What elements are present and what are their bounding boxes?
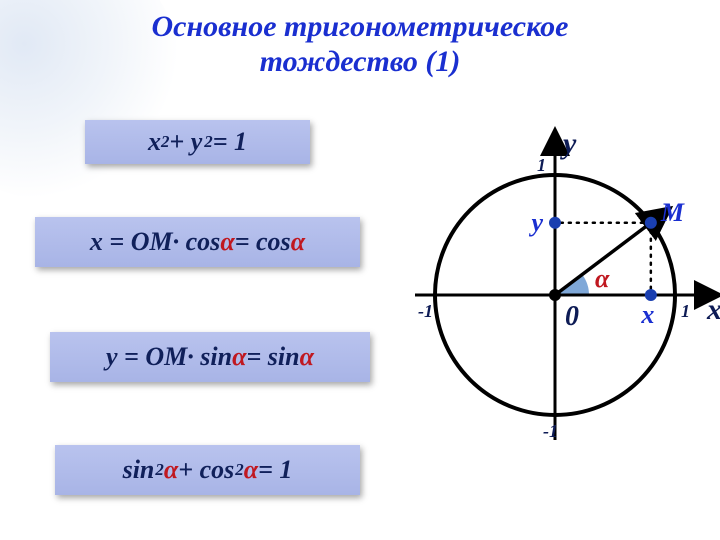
- label-alpha: α: [595, 264, 610, 293]
- formula-box-3: y = ОM· sin α = sin α: [50, 332, 370, 382]
- label-y-axis: y: [560, 127, 577, 160]
- title-line-1: Основное тригонометрическое: [0, 10, 720, 45]
- point-y-proj: [549, 217, 561, 229]
- formula-box-4: sin2α + cos2α = 1: [55, 445, 360, 495]
- formula-box-2: x = ОM· cos α = cos α: [35, 217, 360, 267]
- unit-circle-diagram: x y -1 -1 1 1 0 Mx y α: [400, 115, 720, 455]
- page-title: Основное тригонометрическое тождество (1…: [0, 10, 720, 79]
- label-pos1-top: 1: [537, 155, 546, 175]
- label-neg1-bottom: -1: [543, 421, 558, 441]
- origin-point: [549, 289, 561, 301]
- title-line-2: тождество (1): [0, 45, 720, 80]
- label-pos1-right: 1: [681, 301, 690, 321]
- label-neg1-left: -1: [418, 301, 433, 321]
- point-m: [645, 217, 657, 229]
- label-x-axis: x: [706, 293, 720, 326]
- label-point-m: M: [660, 198, 685, 227]
- label-proj-y: y: [528, 208, 543, 237]
- formula-box-1: x2 + y2 = 1: [85, 120, 310, 164]
- label-origin: 0: [565, 301, 579, 332]
- label-proj-x: x: [640, 300, 654, 329]
